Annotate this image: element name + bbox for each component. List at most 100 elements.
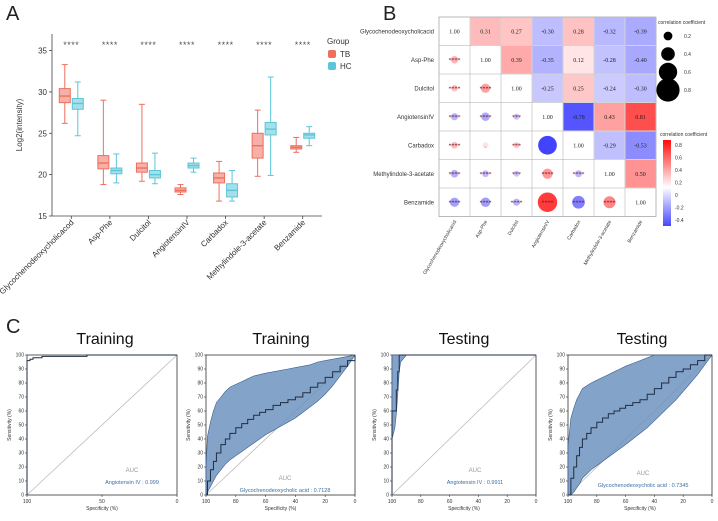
diagonal-value: 1.00	[573, 143, 584, 149]
size-legend-circle	[661, 47, 675, 61]
roc-x-axis-label: Specificity (%)	[624, 506, 656, 512]
roc-auc-label: AUC	[126, 468, 139, 474]
size-legend-circle	[658, 62, 678, 82]
row-label: Carbadox	[408, 143, 434, 149]
significance-mark: ****	[604, 200, 616, 206]
roc-curve	[26, 354, 177, 495]
x-tick-label: Benzamide	[272, 218, 307, 253]
x-tick-label: AngiotensinIV	[150, 218, 192, 260]
size-legend-label: 0.4	[684, 52, 691, 58]
heatmap-cell-fill	[594, 103, 625, 131]
roc-y-tick-label: 0	[200, 493, 203, 499]
significance-mark: ***	[512, 172, 521, 178]
roc-x-tick-label: 20	[680, 499, 686, 505]
roc-y-tick-label: 100	[557, 353, 566, 359]
correlation-value: -0.30	[541, 29, 554, 35]
significance-mark: ****	[480, 115, 492, 121]
roc-y-tick-label: 10	[559, 479, 565, 485]
roc-y-axis-label: Sensitivity (%)	[186, 409, 192, 441]
diagonal-value: 1.00	[480, 58, 491, 64]
heatmap-cell-fill	[532, 46, 563, 74]
roc-testing-1: Testing 0 10 20 30 40 50 60 70 80 90 100 100 80 60 40 20…	[372, 331, 538, 512]
correlation-value: 0.12	[573, 58, 584, 64]
roc-x-tick-label: 40	[476, 499, 482, 505]
roc-y-tick-label: 30	[197, 451, 203, 457]
size-legend-circle	[663, 31, 673, 41]
roc-y-tick-label: 0	[562, 493, 565, 499]
heatmap-cell-border	[624, 187, 657, 217]
legend-title: Group	[327, 37, 350, 46]
y-tick-label: 35	[38, 47, 47, 56]
color-legend-label: 0.6	[675, 156, 682, 162]
diagonal-value: 1.00	[542, 115, 553, 121]
significance-mark: ****	[449, 143, 461, 149]
correlation-value: 0.28	[573, 29, 584, 35]
roc-y-axis-label: Sensitivity (%)	[7, 409, 13, 441]
correlation-circle	[572, 195, 585, 209]
roc-y-tick-label: 30	[559, 451, 565, 457]
correlation-value: -0.35	[541, 58, 554, 64]
significance-mark: ****	[179, 40, 195, 50]
size-legend-title: correlation coefficient	[658, 20, 706, 26]
roc-x-tick-label: 0	[711, 499, 714, 505]
roc-testing-2: Testing 0 10 20 30 40 50 60 70 80 90 100 100 80 60 40 20…	[548, 331, 714, 512]
roc-y-tick-label: 90	[383, 367, 389, 373]
y-tick-label: 20	[38, 171, 47, 180]
heatmap-cell-fill	[532, 74, 563, 102]
roc-y-tick-label: 70	[18, 395, 24, 401]
roc-y-tick-label: 20	[197, 465, 203, 471]
correlation-circle	[538, 135, 557, 155]
roc-auc-value: Angiotensin IV : 0.9911	[447, 480, 503, 486]
row-label: Dulcitol	[414, 86, 434, 92]
roc-title: Testing	[439, 331, 490, 348]
correlation-circle	[450, 113, 459, 121]
correlation-circle	[482, 142, 489, 149]
correlation-circle	[575, 170, 582, 178]
roc-x-tick-label: 80	[233, 499, 239, 505]
roc-y-tick-label: 30	[383, 451, 389, 457]
roc-y-tick-label: 40	[383, 437, 389, 443]
heatmap-cell-fill	[470, 17, 501, 45]
col-label: Dulcitol	[507, 220, 520, 237]
significance-mark: ****	[480, 86, 492, 92]
significance-mark: ****	[140, 40, 156, 50]
roc-y-tick-label: 60	[383, 409, 389, 415]
color-legend-title: correlation coefficient	[660, 132, 708, 138]
roc-x-tick-label: 80	[594, 499, 600, 505]
heatmap-cell-fill	[594, 46, 625, 74]
correlation-value: -0.53	[634, 143, 647, 149]
roc-curve	[391, 354, 536, 495]
roc-auc-label: AUC	[279, 476, 292, 482]
correlation-circle	[481, 112, 490, 121]
row-label: AngiotensinIV	[397, 115, 434, 121]
box-body-tb	[97, 155, 110, 170]
correlation-circle	[449, 197, 460, 207]
heatmap-cell-fill	[594, 131, 625, 159]
box-body-hc	[303, 132, 316, 139]
roc-diagonal	[26, 354, 178, 496]
heatmap-cell-fill	[594, 17, 625, 45]
roc-y-tick-label: 100	[195, 353, 204, 359]
correlation-circle	[480, 83, 491, 93]
boxplot-chart: 15 20 25 30 35 Log2(intensity) Glycochenodeoxy…	[0, 34, 352, 296]
roc-title: Testing	[617, 331, 668, 348]
panel-label-a: A	[6, 3, 20, 25]
roc-title: Training	[252, 331, 309, 348]
correlation-value: -0.39	[634, 29, 647, 35]
roc-y-tick-label: 50	[559, 423, 565, 429]
x-tick-label: Asp-Phe	[86, 218, 114, 246]
size-legend-label: 0.8	[684, 88, 691, 94]
size-legend-label: 0.6	[684, 70, 691, 76]
size-legend-circle	[656, 78, 680, 102]
col-label: AngiotensinIV	[531, 219, 552, 249]
correlation-circle	[513, 113, 520, 120]
roc-y-tick-label: 80	[197, 381, 203, 387]
significance-mark: ****	[542, 200, 554, 206]
correlation-value: 0.25	[573, 86, 584, 92]
significance-mark: ****	[449, 172, 461, 178]
size-legend-label: 0.2	[684, 34, 691, 40]
roc-y-tick-label: 50	[18, 423, 24, 429]
significance-mark: ****	[295, 40, 311, 50]
correlation-circle	[513, 170, 520, 177]
